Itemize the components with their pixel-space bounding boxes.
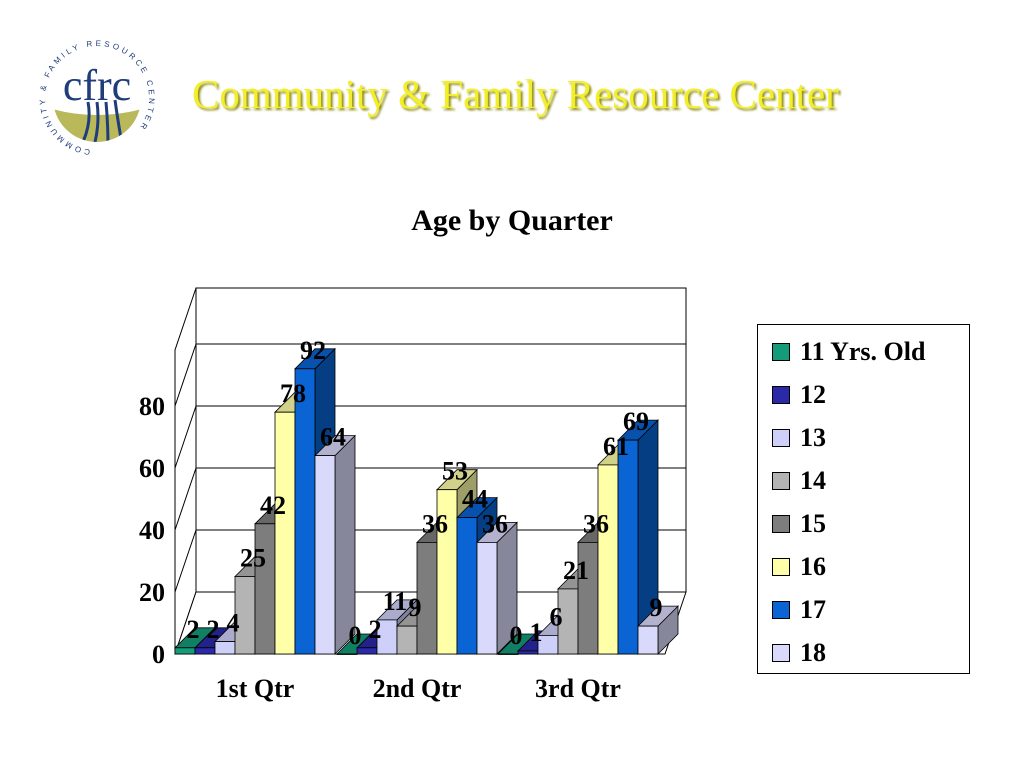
legend-label: 15 <box>800 509 826 538</box>
data-label: 53 <box>442 457 468 486</box>
bar <box>314 434 356 655</box>
legend-label: 13 <box>800 423 826 452</box>
legend-item: 15 <box>772 509 826 539</box>
plot-area <box>174 287 687 655</box>
data-label: 2 <box>369 615 382 644</box>
data-label: 44 <box>462 485 488 514</box>
data-label: 0 <box>349 621 362 650</box>
y-tick-label: 40 <box>139 516 165 545</box>
gridline <box>174 529 197 593</box>
legend-swatch <box>772 644 790 662</box>
data-label: 9 <box>409 593 422 622</box>
legend-swatch <box>772 515 790 533</box>
data-label: 36 <box>422 509 448 538</box>
chart-title: Age by Quarter <box>411 204 613 237</box>
x-tick-label: 2nd Qtr <box>373 674 462 703</box>
y-tick-label: 0 <box>152 640 165 669</box>
y-tick-label: 80 <box>139 392 165 421</box>
data-label: 78 <box>280 379 306 408</box>
data-label: 61 <box>603 432 629 461</box>
data-label: 2 <box>207 615 220 644</box>
legend-swatch <box>772 429 790 447</box>
bar <box>617 419 659 655</box>
legend-swatch <box>772 472 790 490</box>
org-title: Community & Family Resource Center <box>192 71 839 117</box>
legend-label: 14 <box>800 466 826 495</box>
bar <box>637 605 679 655</box>
data-label: 21 <box>563 556 589 585</box>
logo-monogram: cfrc <box>63 61 131 110</box>
data-label: 64 <box>320 423 346 452</box>
legend-label: 17 <box>800 595 826 624</box>
legend-item: 11 Yrs. Old <box>772 337 925 367</box>
legend-item: 18 <box>772 638 826 668</box>
legend-item: 16 <box>772 552 826 582</box>
gridline <box>174 467 197 531</box>
side-wall <box>174 287 197 655</box>
legend-swatch <box>772 386 790 404</box>
legend-label: 18 <box>800 638 826 667</box>
legend-label: 11 Yrs. Old <box>800 337 926 366</box>
y-tick-label: 60 <box>139 454 165 483</box>
legend-item: 14 <box>772 466 826 496</box>
x-tick-label: 1st Qtr <box>216 674 295 703</box>
data-label: 42 <box>260 491 286 520</box>
data-label: 92 <box>300 336 326 365</box>
gridline <box>174 343 197 407</box>
legend-label: 16 <box>800 552 826 581</box>
gridline <box>174 405 197 469</box>
cfrc-logo: cfrc COMMUNITY & FAMILY RESOURCE CENTER <box>38 39 153 157</box>
data-label: 4 <box>227 609 240 638</box>
legend-swatch <box>772 558 790 576</box>
legend-item: 17 <box>772 595 826 625</box>
data-label: 0 <box>510 621 523 650</box>
data-label: 1 <box>530 618 543 647</box>
data-label: 69 <box>623 407 649 436</box>
legend-swatch <box>772 343 790 361</box>
data-label: 25 <box>240 544 266 573</box>
legend-item: 13 <box>772 423 826 453</box>
y-tick-label: 20 <box>139 578 165 607</box>
data-label: 36 <box>482 509 508 538</box>
x-tick-label: 3rd Qtr <box>535 674 621 703</box>
data-label: 9 <box>650 593 663 622</box>
data-label: 2 <box>187 615 200 644</box>
legend-item: 12 <box>772 380 826 410</box>
bar <box>476 521 518 655</box>
legend-swatch <box>772 601 790 619</box>
chart-legend: 11 Yrs. Old 12 13 14 15 16 17 18 <box>757 324 970 674</box>
legend-label: 12 <box>800 380 826 409</box>
data-label: 11 <box>383 587 408 616</box>
data-label: 36 <box>583 509 609 538</box>
data-label: 6 <box>550 602 563 631</box>
